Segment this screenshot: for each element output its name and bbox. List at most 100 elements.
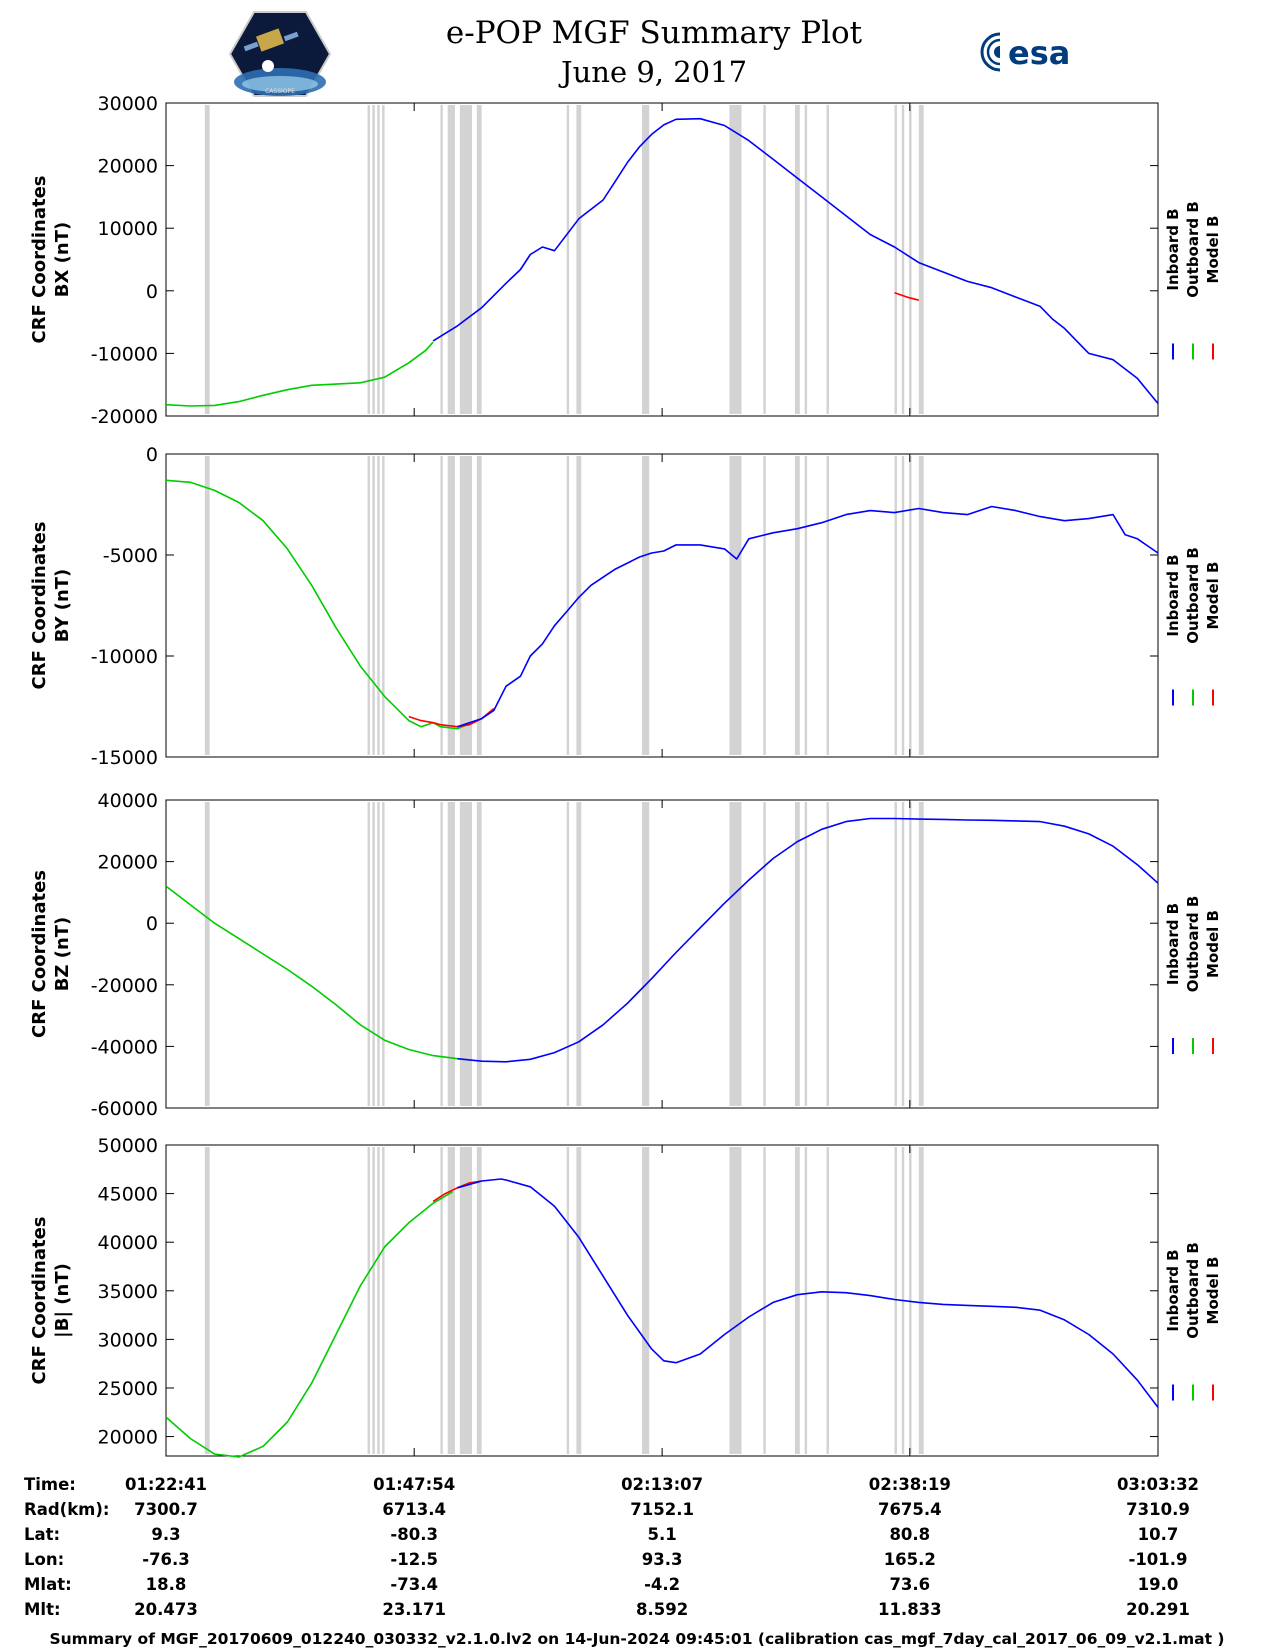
panel-bx: 30000 20000 10000 0 -10000 -20000 CRF Coordina… xyxy=(29,93,1222,428)
data-gap-band xyxy=(804,802,808,1106)
legend-label: Model B xyxy=(1204,216,1222,284)
info-row-label: Lon: xyxy=(24,1550,64,1569)
y-tick-label: 20000 xyxy=(98,1427,158,1449)
data-gap-band xyxy=(576,105,582,414)
y-tick-label: 40000 xyxy=(98,1232,158,1254)
info-cell: -101.9 xyxy=(1128,1550,1187,1569)
y-tick-label: -10000 xyxy=(91,343,158,365)
data-gap-band xyxy=(204,105,210,414)
data-gap-band xyxy=(804,105,808,414)
footer-caption: Summary of MGF_20170609_012240_030332_v2… xyxy=(49,1630,1224,1648)
info-cell: 01:47:54 xyxy=(373,1475,455,1494)
data-gap-band xyxy=(382,456,385,755)
y-tick-label: -5000 xyxy=(103,545,158,567)
cassiope-logo-text: CASSIOPE xyxy=(265,88,295,95)
y-axis-label-line2: BZ (nT) xyxy=(52,917,73,992)
data-gap-band xyxy=(440,456,443,755)
info-cell: 7310.9 xyxy=(1126,1500,1190,1519)
y-axis-label-line2: |B| (nT) xyxy=(52,1263,73,1338)
info-cell: 165.2 xyxy=(884,1550,936,1569)
y-tick-label: -60000 xyxy=(91,1098,158,1120)
data-gap-band xyxy=(576,1147,582,1454)
data-gap-band xyxy=(459,1147,472,1454)
y-tick-label: -10000 xyxy=(91,646,158,668)
data-gap-band xyxy=(566,802,570,1106)
data-gap-band xyxy=(447,105,455,414)
info-cell: -4.2 xyxy=(644,1575,680,1594)
series-line-outboard-b xyxy=(165,1191,454,1458)
data-gap-band xyxy=(566,105,570,414)
data-gap-band xyxy=(204,1147,210,1454)
plot-frame-bz xyxy=(165,799,1159,1109)
info-row-label: Mlat: xyxy=(24,1575,72,1594)
legend-label: Model B xyxy=(1204,562,1222,630)
info-row-label: Rad(km): xyxy=(24,1500,110,1519)
y-tick-label: 25000 xyxy=(98,1378,158,1400)
data-gap-band xyxy=(901,456,905,755)
y-axis-label-line1: CRF Coordinates xyxy=(29,176,50,344)
info-cell: 02:13:07 xyxy=(621,1475,703,1494)
data-gap-band xyxy=(367,456,370,755)
figure-title: e-POP MGF Summary Plot xyxy=(446,15,863,51)
data-gap-band xyxy=(204,456,210,755)
y-axis-label-line2: BX (nT) xyxy=(52,222,73,297)
data-gap-band xyxy=(459,456,472,755)
info-cell: 5.1 xyxy=(648,1525,677,1544)
data-gap-band xyxy=(367,1147,370,1454)
y-tick-label: 35000 xyxy=(98,1281,158,1303)
data-gap-band xyxy=(918,1147,924,1454)
data-gap-band xyxy=(763,105,766,414)
data-gap-band xyxy=(826,456,829,755)
data-gap-band xyxy=(794,105,800,414)
data-gap-band xyxy=(901,105,905,414)
data-gap-band xyxy=(729,802,742,1106)
info-cell: 9.3 xyxy=(151,1525,180,1544)
data-gap-band xyxy=(909,456,912,755)
panel-bmag: 50000 45000 40000 35000 30000 25000 20000 CRF C… xyxy=(29,1135,1222,1458)
y-axis-label-line2: BY (nT) xyxy=(52,569,73,643)
legend-label: Outboard B xyxy=(1184,896,1202,993)
data-gap-band xyxy=(794,1147,800,1454)
info-cell: 20.473 xyxy=(134,1600,198,1619)
y-tick-label: 0 xyxy=(146,281,158,303)
series-line-model-b xyxy=(894,291,919,301)
esa-logo-text: esa xyxy=(1008,34,1070,72)
data-gap-band xyxy=(377,802,380,1106)
data-gap-band xyxy=(382,802,385,1106)
data-gap-band xyxy=(447,1147,455,1454)
data-gap-band xyxy=(763,456,766,755)
info-cell: 18.8 xyxy=(146,1575,187,1594)
data-gap-band xyxy=(372,1147,375,1454)
orbit-info-table: Time: Rad(km): Lat: Lon: Mlat: Mlt: 01:22:41 73… xyxy=(24,1475,1199,1619)
data-gap-band xyxy=(909,1147,912,1454)
data-gap-band xyxy=(367,802,370,1106)
y-tick-label: 20000 xyxy=(98,156,158,178)
info-row-label: Time: xyxy=(24,1475,76,1494)
data-gap-band xyxy=(918,802,924,1106)
info-cell: 6713.4 xyxy=(382,1500,446,1519)
y-tick-label: -15000 xyxy=(91,747,158,769)
data-gap-band xyxy=(476,456,482,755)
data-gap-band xyxy=(440,1147,443,1454)
data-gap-band xyxy=(729,1147,742,1454)
data-gap-band xyxy=(729,105,742,414)
data-gap-band xyxy=(641,1147,650,1454)
data-gap-band xyxy=(566,456,570,755)
data-gap-band xyxy=(576,456,582,755)
data-gap-band xyxy=(794,456,800,755)
data-gap-band xyxy=(763,1147,766,1454)
y-axis-label-line1: CRF Coordinates xyxy=(29,870,50,1038)
legend-label: Inboard B xyxy=(1164,554,1182,636)
y-tick-label: 30000 xyxy=(98,1329,158,1351)
legend-label: Inboard B xyxy=(1164,1249,1182,1331)
series-line-inboard-b xyxy=(457,817,1159,1063)
y-tick-label: 10000 xyxy=(98,218,158,240)
legend-label: Outboard B xyxy=(1184,201,1202,298)
info-cell: 19.0 xyxy=(1138,1575,1179,1594)
info-cell: 01:22:41 xyxy=(125,1475,207,1494)
info-cell: 03:03:32 xyxy=(1117,1475,1199,1494)
esa-logo: esa xyxy=(980,32,1070,72)
info-cell: 7675.4 xyxy=(878,1500,942,1519)
data-gap-band xyxy=(894,1147,897,1454)
panel-by: 0 -5000 -10000 -15000 CRF Coordinates BY (nT)… xyxy=(29,444,1222,769)
